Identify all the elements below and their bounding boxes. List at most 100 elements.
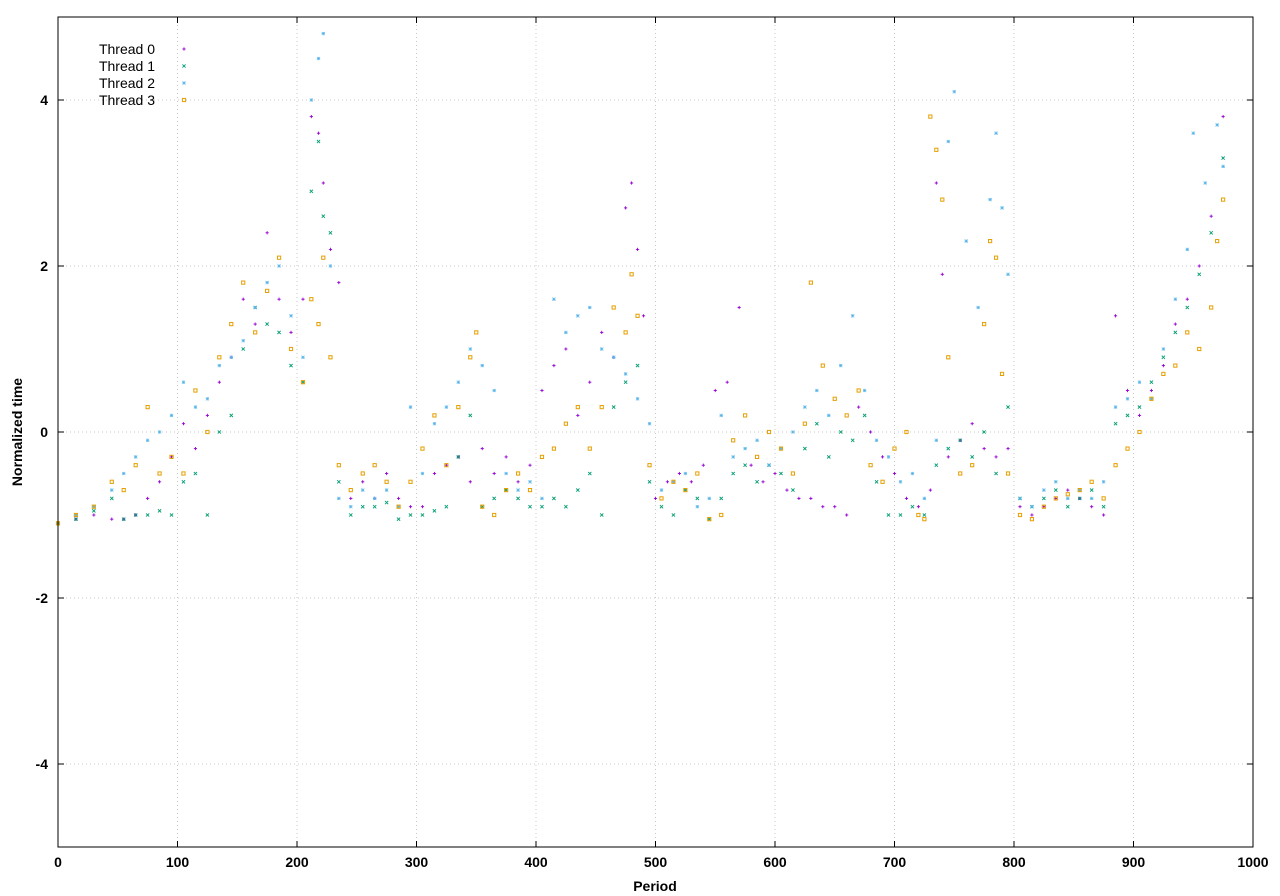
data-point bbox=[480, 363, 485, 368]
data-point bbox=[349, 496, 353, 500]
data-point bbox=[832, 396, 837, 401]
data-point bbox=[564, 347, 568, 351]
data-point bbox=[1137, 413, 1142, 417]
data-point bbox=[1209, 230, 1214, 235]
data-point bbox=[456, 454, 461, 459]
data-point bbox=[480, 504, 485, 509]
data-point bbox=[1215, 123, 1219, 127]
data-point bbox=[265, 280, 269, 285]
data-point bbox=[109, 479, 114, 484]
data-point bbox=[372, 504, 377, 509]
data-point bbox=[563, 421, 568, 426]
data-point bbox=[157, 480, 162, 484]
data-point bbox=[157, 430, 162, 434]
data-point bbox=[217, 363, 222, 368]
data-point bbox=[844, 413, 849, 418]
data-point bbox=[701, 463, 705, 467]
data-point bbox=[328, 264, 333, 268]
data-point bbox=[1137, 380, 1142, 385]
y-tick-label: 2 bbox=[40, 258, 48, 274]
data-point bbox=[1185, 247, 1190, 252]
data-point bbox=[205, 413, 209, 417]
data-point bbox=[707, 496, 712, 501]
data-point bbox=[408, 505, 413, 509]
data-point bbox=[316, 56, 321, 61]
data-point bbox=[552, 364, 556, 368]
data-point bbox=[767, 463, 771, 468]
data-point bbox=[731, 471, 736, 476]
data-point bbox=[1005, 471, 1011, 476]
data-point bbox=[683, 488, 688, 493]
data-point bbox=[396, 496, 401, 500]
data-point bbox=[982, 322, 987, 327]
data-point bbox=[468, 347, 473, 351]
data-point bbox=[982, 430, 987, 434]
data-point bbox=[504, 455, 508, 459]
data-point bbox=[725, 380, 729, 384]
data-point bbox=[253, 330, 258, 335]
data-point bbox=[157, 471, 162, 476]
data-point bbox=[528, 504, 532, 509]
data-point bbox=[994, 471, 998, 476]
data-point bbox=[1149, 396, 1154, 401]
data-point bbox=[432, 413, 437, 418]
data-point bbox=[982, 447, 986, 451]
data-point bbox=[277, 330, 281, 335]
legend-marker bbox=[181, 97, 187, 103]
data-point bbox=[253, 322, 257, 326]
data-point bbox=[910, 504, 915, 509]
data-point bbox=[265, 288, 270, 293]
data-point bbox=[336, 463, 341, 468]
data-point bbox=[713, 388, 717, 393]
data-point bbox=[1215, 239, 1220, 244]
data-point bbox=[659, 504, 664, 509]
series-thread-2 bbox=[56, 31, 1225, 526]
data-point bbox=[611, 355, 616, 360]
data-point bbox=[833, 505, 837, 509]
data-point bbox=[91, 508, 96, 513]
data-point bbox=[527, 488, 533, 493]
data-point bbox=[856, 388, 861, 393]
data-point bbox=[360, 504, 365, 509]
data-point bbox=[289, 363, 293, 368]
data-point bbox=[869, 430, 873, 434]
x-tick-label: 500 bbox=[644, 854, 668, 870]
data-point bbox=[193, 447, 198, 451]
data-point bbox=[309, 297, 314, 302]
data-point bbox=[838, 363, 843, 368]
data-point bbox=[1197, 272, 1202, 277]
data-point bbox=[1089, 488, 1094, 493]
data-point bbox=[826, 413, 831, 418]
data-point bbox=[779, 446, 783, 451]
data-point bbox=[599, 347, 604, 351]
data-point bbox=[316, 322, 321, 327]
data-point bbox=[1173, 322, 1177, 326]
data-point bbox=[1149, 388, 1154, 393]
data-point bbox=[964, 239, 969, 243]
x-tick-label: 0 bbox=[54, 854, 62, 870]
data-point bbox=[384, 500, 389, 505]
data-point bbox=[1113, 314, 1118, 318]
data-point bbox=[432, 421, 437, 426]
data-point bbox=[396, 504, 401, 509]
x-axis-title: Period bbox=[633, 878, 677, 894]
data-point bbox=[1101, 504, 1106, 509]
data-point bbox=[922, 513, 927, 517]
data-point bbox=[587, 471, 592, 476]
data-point bbox=[623, 380, 628, 385]
data-point bbox=[695, 496, 700, 501]
data-point bbox=[1125, 388, 1130, 393]
data-point bbox=[504, 488, 509, 493]
data-point bbox=[145, 438, 150, 443]
data-point bbox=[289, 313, 293, 318]
data-point bbox=[880, 479, 885, 484]
data-point bbox=[946, 446, 951, 451]
data-point bbox=[886, 513, 891, 517]
data-point bbox=[563, 504, 568, 509]
data-point bbox=[587, 305, 592, 310]
data-point bbox=[504, 488, 509, 493]
x-tick-label: 600 bbox=[763, 854, 787, 870]
data-point bbox=[408, 479, 413, 484]
data-point bbox=[857, 405, 861, 409]
data-point bbox=[420, 446, 425, 451]
